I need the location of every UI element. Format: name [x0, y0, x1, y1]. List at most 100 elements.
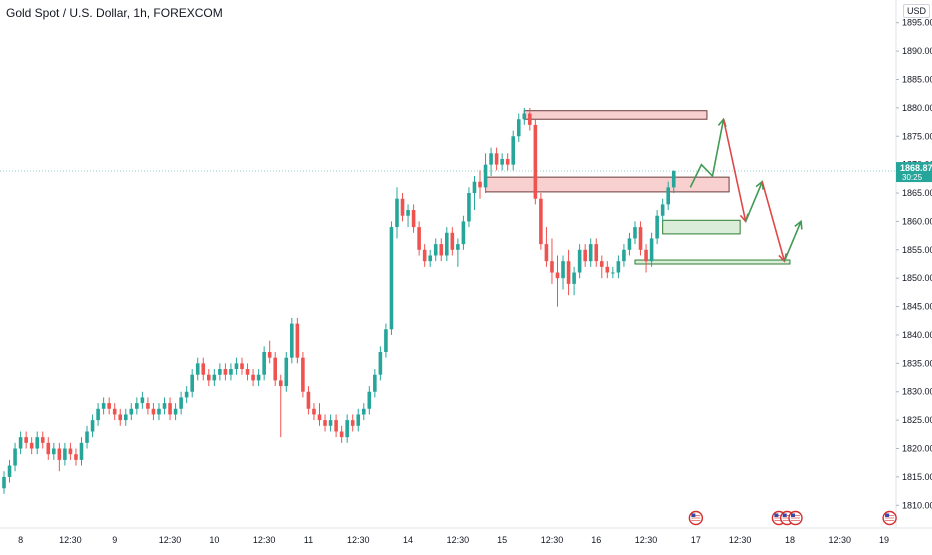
last-price-badge — [896, 162, 932, 183]
candle-body — [157, 408, 161, 415]
candle-body — [146, 403, 150, 409]
price-axis: 1810.00 1815.00 1820.00 1825.00 1830.00 1835.… — [895, 0, 932, 528]
candle-body — [112, 408, 117, 415]
candle-body — [162, 403, 167, 409]
candle-body — [223, 369, 228, 375]
candle-body — [539, 198, 543, 245]
time-tick-label: 12:30 — [447, 535, 470, 545]
time-axis: 8 12:30 9 12:30 10 12:30 11 12:30 14 12:30 15 12:30… — [0, 527, 932, 545]
time-tick-label: 12:30 — [59, 535, 82, 545]
resistance-zone — [523, 110, 708, 120]
candle-body — [79, 442, 84, 460]
candle-body — [118, 414, 123, 421]
candle-body — [301, 357, 305, 392]
candle-body — [445, 232, 449, 256]
candle-body — [96, 408, 100, 421]
economic-events — [688, 510, 897, 526]
candle-body — [406, 210, 410, 216]
candle-body — [450, 232, 455, 250]
time-tick-label: 18 — [785, 535, 795, 545]
candle-body — [494, 153, 499, 165]
candle-body — [179, 397, 183, 409]
time-tick-label: 17 — [691, 535, 701, 545]
last-price-value: 1868.87 — [900, 163, 932, 173]
arrow-head-icon — [794, 219, 803, 230]
candle-body — [52, 448, 56, 455]
candle-body — [46, 442, 51, 455]
candle-body — [566, 261, 571, 284]
price-tick-label: 1885.00 — [902, 74, 932, 84]
price-tick-label: 1835.00 — [902, 358, 932, 368]
candle-body — [18, 437, 23, 449]
price-tick-label: 1820.00 — [902, 444, 932, 454]
candle-body — [140, 397, 145, 404]
candle-body — [68, 448, 73, 455]
price-tick-label: 1850.00 — [902, 273, 932, 283]
currency-badge[interactable]: USD — [903, 4, 931, 18]
candle-body — [616, 261, 621, 273]
candle-body — [262, 352, 266, 375]
candle-body — [135, 403, 139, 409]
candle-body — [516, 119, 521, 137]
candle-body — [428, 255, 432, 262]
candle-body — [251, 374, 255, 381]
time-tick-label: 14 — [403, 535, 413, 545]
candle-body — [456, 244, 460, 250]
candle-body — [245, 369, 250, 375]
support-zone — [662, 219, 741, 235]
time-tick-label: 19 — [879, 535, 889, 545]
candle-body — [201, 363, 206, 375]
price-tick-label: 1895.00 — [902, 18, 932, 28]
price-tick-label: 1815.00 — [902, 472, 932, 482]
candle-body — [123, 414, 128, 421]
candle-body — [173, 408, 178, 415]
candle-body — [588, 244, 593, 262]
time-tick-label: 12:30 — [729, 535, 752, 545]
candle-body — [555, 272, 560, 279]
candle-body — [533, 124, 538, 199]
candle-body — [483, 164, 488, 188]
candle-body — [522, 113, 527, 120]
candle-body — [267, 352, 272, 358]
candle-body — [649, 238, 654, 262]
candle-body — [439, 244, 444, 256]
price-tick-label: 1860.00 — [902, 216, 932, 226]
candle-body — [312, 408, 316, 415]
candle-body — [433, 244, 438, 256]
candle-body — [489, 153, 493, 165]
time-tick-label: 12:30 — [159, 535, 182, 545]
candle-body — [184, 391, 189, 398]
candle-body — [422, 249, 427, 262]
candle-body — [234, 363, 239, 370]
chart-title: Gold Spot / U.S. Dollar, 1h, FOREXCOM — [6, 6, 223, 20]
candle-body — [417, 227, 421, 250]
candle-body — [218, 369, 222, 375]
red-projection-path — [761, 181, 786, 262]
candle-body — [350, 420, 355, 426]
candle-body — [168, 403, 172, 415]
time-tick-label: 8 — [18, 535, 23, 545]
candle-body — [411, 210, 416, 228]
candle-body — [24, 437, 28, 443]
candle-body — [278, 380, 283, 387]
candle-body — [339, 431, 344, 438]
candle-body — [550, 261, 554, 273]
candle-body — [384, 329, 388, 352]
candle-body — [90, 420, 95, 432]
price-tick-label: 1840.00 — [902, 330, 932, 340]
candle-body — [129, 408, 134, 415]
candle-body — [633, 227, 637, 239]
candle-body — [666, 187, 670, 205]
candle-body — [345, 420, 349, 438]
candle-body — [367, 391, 372, 409]
candle-countdown: 30:25 — [902, 173, 923, 182]
candle-body — [256, 374, 261, 381]
time-tick-label: 9 — [112, 535, 117, 545]
red-projection-path — [722, 119, 747, 222]
candle-body — [284, 357, 289, 387]
candle-body — [101, 403, 106, 409]
candle-body — [599, 261, 604, 267]
